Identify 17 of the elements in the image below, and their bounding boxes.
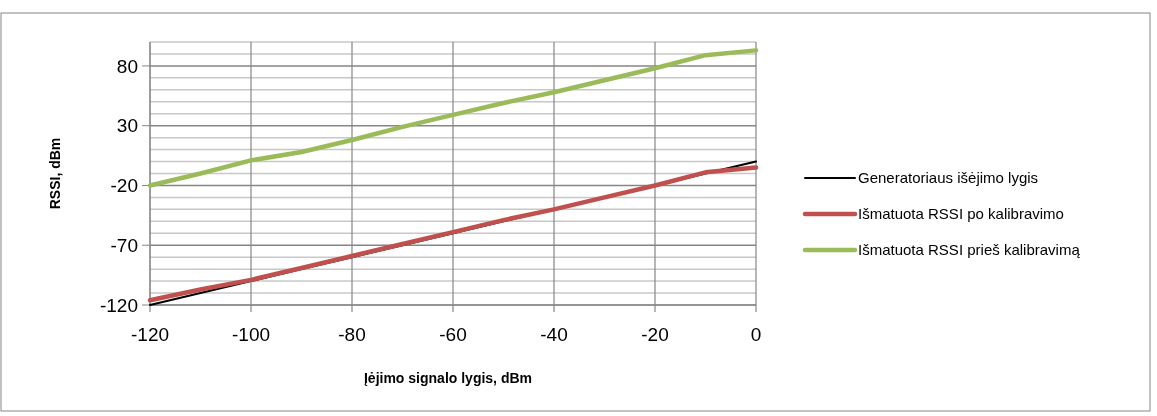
y-tick-label: -120 [99, 294, 138, 316]
y-axis-title: RSSI, dBm [47, 137, 63, 210]
y-tick-label: -70 [110, 234, 138, 256]
x-tick-label: -80 [338, 324, 366, 345]
x-tick-label: -20 [641, 324, 669, 345]
x-axis-title: Įėjimo signalo lygis, dBm [363, 370, 533, 386]
legend-label: Išmatuota RSSI po kalibravimo [858, 205, 1064, 223]
y-tick-label: 30 [116, 115, 138, 137]
x-tick-label: 0 [750, 324, 762, 345]
x-tick-label: -40 [540, 324, 568, 345]
y-tick-label: -20 [110, 175, 138, 197]
legend-label: Išmatuota RSSI prieš kalibravimą [858, 241, 1081, 259]
legend-label: Generatoriaus išėjimo lygis [858, 169, 1039, 187]
x-tick-label: -100 [231, 324, 271, 345]
x-tick-label: -120 [130, 324, 170, 345]
y-tick-label: 80 [116, 55, 138, 77]
x-tick-label: -60 [439, 324, 467, 345]
